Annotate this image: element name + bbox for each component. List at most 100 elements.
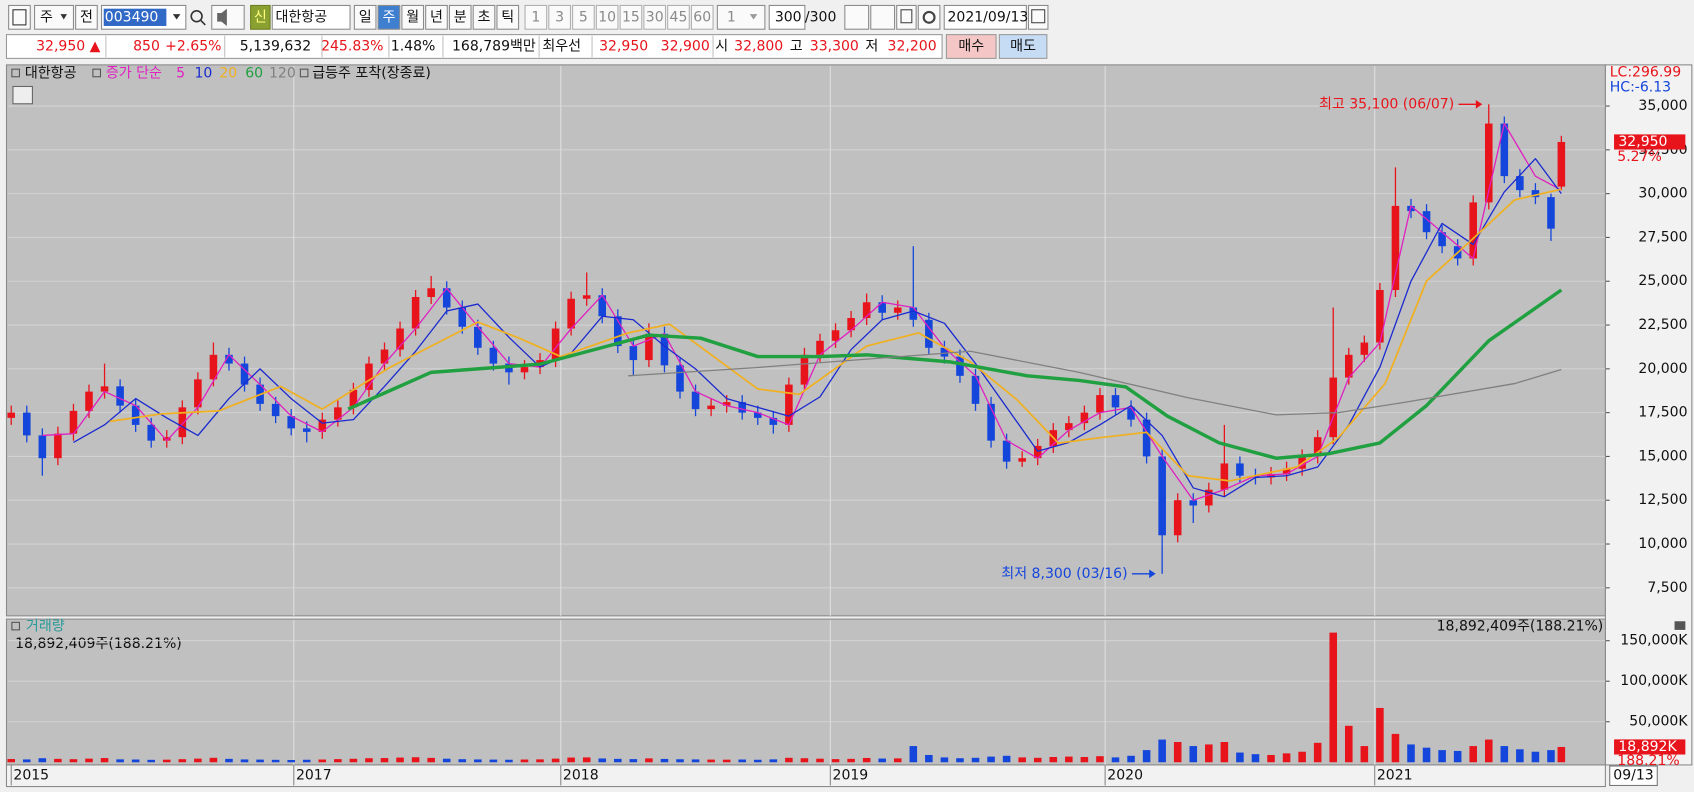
minute-button[interactable] (619, 4, 643, 30)
search-icon[interactable] (190, 10, 203, 23)
date-box (1609, 765, 1658, 787)
volume-bar (1376, 707, 1384, 763)
candle-body (925, 319, 933, 348)
name-text: 대한항공 (275, 9, 327, 25)
volume-panel-button[interactable] (1674, 621, 1686, 630)
volume-bar (940, 757, 949, 763)
candle-body (1422, 211, 1431, 233)
candle-body (1158, 456, 1166, 536)
candle-body (1345, 354, 1353, 378)
settings-icon (922, 10, 936, 24)
period-button[interactable] (353, 4, 377, 30)
volume-title: 거래량 (26, 619, 65, 635)
minute-button[interactable] (524, 4, 548, 30)
whole-text: 전 (80, 9, 93, 25)
volume-bar (505, 759, 513, 763)
candle-body (1484, 123, 1493, 203)
table-button[interactable] (12, 85, 33, 105)
candle-body (1516, 176, 1524, 191)
candle-body (785, 384, 793, 425)
volume-bar (551, 758, 560, 763)
candle-body (753, 412, 762, 418)
period-button[interactable] (377, 4, 401, 30)
volume-bar (1391, 733, 1400, 763)
volume-bar (1173, 742, 1182, 763)
volume-bar (1080, 756, 1089, 763)
candle-body (85, 391, 93, 411)
volume-bar (1407, 744, 1415, 763)
legend-box (11, 68, 20, 78)
legend-box (11, 621, 20, 631)
sell-button[interactable] (998, 34, 1048, 59)
minute-button[interactable] (643, 4, 667, 30)
candle-body (1002, 440, 1011, 462)
volume-summary: 18,892,409주(188.21%) (1437, 619, 1604, 635)
volume-bar (629, 759, 638, 763)
volume-bar (1142, 750, 1151, 763)
volume-bar (162, 759, 171, 763)
candle-body (194, 379, 202, 408)
dropdown-arrow[interactable] (172, 14, 181, 20)
menu-button[interactable] (8, 4, 31, 30)
date-input[interactable] (943, 4, 1027, 30)
quote-rate: +2.65% (165, 39, 221, 55)
y-tick-label: 12,500 (1638, 492, 1687, 508)
y-tick-label: 150,000K (1620, 633, 1688, 649)
price-axis-area (1604, 64, 1693, 766)
candle-body (411, 297, 420, 329)
period-button[interactable] (496, 4, 520, 30)
new-badge[interactable] (250, 4, 271, 30)
whole-button[interactable] (75, 4, 98, 30)
candle-body (442, 288, 451, 308)
quote-bar (5, 34, 943, 59)
minute-button[interactable] (548, 4, 571, 30)
volume-bar (349, 758, 358, 763)
quote-turnover: 1.48% (391, 39, 436, 55)
save-button[interactable] (896, 4, 917, 30)
volume-bar (536, 759, 544, 763)
candle-body (302, 428, 311, 432)
minute-button[interactable] (690, 4, 714, 30)
volume-bar (458, 759, 467, 763)
candle-body (100, 386, 109, 392)
y-tick-label: 10,000 (1638, 536, 1687, 552)
volume-bar (722, 759, 731, 763)
period-button[interactable] (448, 4, 472, 30)
candle-body (489, 347, 498, 364)
candle-body (1205, 489, 1213, 506)
candle-body (1313, 437, 1322, 457)
sell-text: 매도 (1010, 39, 1036, 55)
ma-line (73, 157, 1562, 498)
count-input[interactable] (768, 4, 806, 30)
candle-body (582, 295, 591, 299)
buy-text: 매수 (958, 39, 984, 55)
tool-button[interactable] (870, 4, 896, 30)
period-button[interactable] (425, 4, 448, 30)
minute-button[interactable] (572, 4, 595, 30)
tool-button[interactable] (844, 4, 870, 30)
candle-body (722, 402, 731, 406)
name-input[interactable] (271, 4, 351, 30)
minute-button[interactable] (595, 4, 619, 30)
buy-button[interactable] (945, 34, 997, 59)
volume-bar (365, 758, 373, 763)
volume-bar (1049, 756, 1058, 763)
candle-body (1531, 190, 1540, 198)
minute-button[interactable] (667, 4, 690, 30)
candle-body (1173, 500, 1182, 536)
period-text: 분 (454, 9, 467, 25)
quote-amount: 168,789백만 (452, 39, 536, 55)
period-button[interactable] (472, 4, 496, 30)
quote-low-label: 저 (865, 39, 878, 55)
minute-text: 15 (622, 9, 640, 25)
unit-select[interactable] (716, 4, 766, 30)
quote-open-label: 시 (715, 39, 728, 55)
candle-body (1329, 377, 1338, 438)
sound-button[interactable] (211, 4, 245, 30)
settings-button[interactable] (917, 4, 941, 30)
candle-body (987, 403, 995, 441)
period-button[interactable] (401, 4, 425, 30)
period-select[interactable] (34, 4, 75, 30)
candle-body (956, 356, 964, 376)
minute-text: 1 (531, 9, 540, 25)
